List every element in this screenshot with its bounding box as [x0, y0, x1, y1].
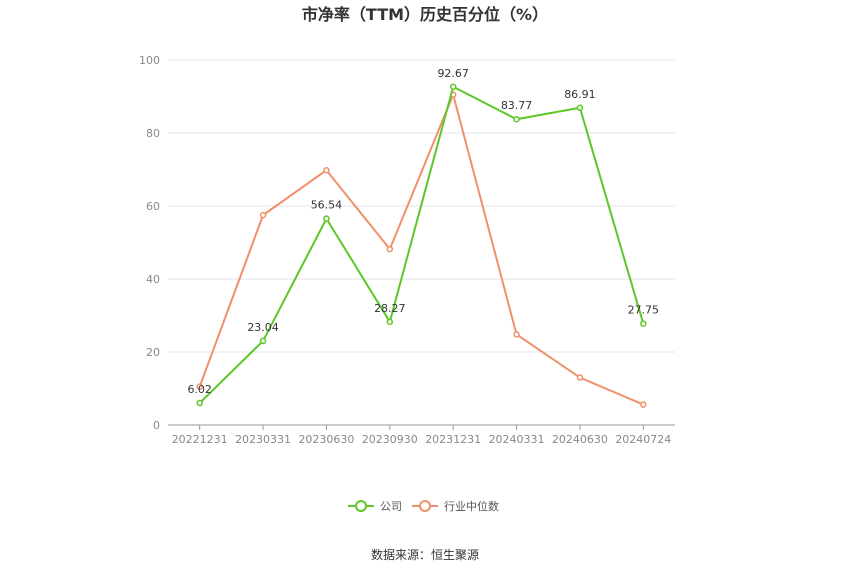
industry-median-line [198, 93, 644, 406]
company-point[interactable] [196, 399, 203, 407]
company-data-label: 56.54 [311, 199, 343, 212]
industry-median-point[interactable] [576, 374, 584, 381]
company-data-label: 86.91 [564, 88, 596, 101]
company-point[interactable] [259, 337, 267, 345]
x-tick-label: 20231231 [425, 433, 481, 446]
legend-item-company[interactable]: 公司 [348, 500, 402, 513]
series-layer [196, 83, 647, 408]
chart-title: 市净率（TTM）历史百分位（%） [302, 5, 548, 24]
data-source: 数据来源：恒生聚源 [371, 547, 479, 562]
legend-company-label: 公司 [380, 500, 402, 513]
legend-item-industry-median[interactable]: 行业中位数 [412, 499, 499, 513]
y-tick-label: 40 [146, 273, 160, 286]
legend-industry-marker [419, 500, 431, 512]
industry-median-point[interactable] [323, 166, 330, 174]
y-tick-label: 80 [146, 127, 160, 140]
y-tick-label: 100 [139, 54, 160, 67]
data-labels: 6.02 23.04 56.54 28.27 92.67 83.77 86.91 27.75 [187, 67, 659, 396]
y-tick-label: 0 [153, 419, 160, 432]
x-tick-label: 20240331 [489, 433, 545, 446]
company-point[interactable] [449, 83, 457, 91]
company-point[interactable] [640, 320, 647, 327]
company-line [198, 85, 645, 404]
x-tick-label: 20230331 [235, 433, 291, 446]
legend[interactable]: 公司 行业中位数 [348, 499, 499, 513]
y-tick-label: 20 [146, 346, 160, 359]
x-tick-label: 20240724 [615, 433, 671, 446]
y-tick-label: 60 [146, 200, 160, 213]
company-data-label: 28.27 [374, 302, 406, 315]
industry-median-point[interactable] [640, 401, 647, 408]
company-point[interactable] [513, 115, 520, 123]
x-tick-label: 20230930 [362, 433, 418, 446]
company-data-label: 92.67 [437, 67, 469, 80]
company-point[interactable] [323, 215, 330, 222]
company-data-label: 27.75 [628, 304, 660, 317]
industry-median-point[interactable] [386, 245, 394, 253]
company-point[interactable] [386, 318, 394, 326]
legend-industry-label: 行业中位数 [444, 499, 499, 513]
x-tick-label: 20240630 [552, 433, 608, 446]
company-data-label: 6.02 [187, 383, 212, 396]
x-tick-label: 20230630 [298, 433, 354, 446]
legend-company-marker [355, 500, 367, 512]
x-tick-label: 20221231 [172, 433, 228, 446]
industry-median-point[interactable] [259, 211, 267, 219]
x-axis: 20221231 20230331 20230630 20230930 20231231… [168, 424, 675, 446]
company-data-label: 23.04 [247, 321, 279, 334]
company-data-label: 83.77 [501, 99, 533, 112]
industry-median-point[interactable] [196, 383, 203, 390]
company-point[interactable] [576, 104, 584, 112]
y-axis: 0 20 40 60 80 100 [139, 54, 160, 432]
industry-median-point[interactable] [513, 331, 520, 338]
